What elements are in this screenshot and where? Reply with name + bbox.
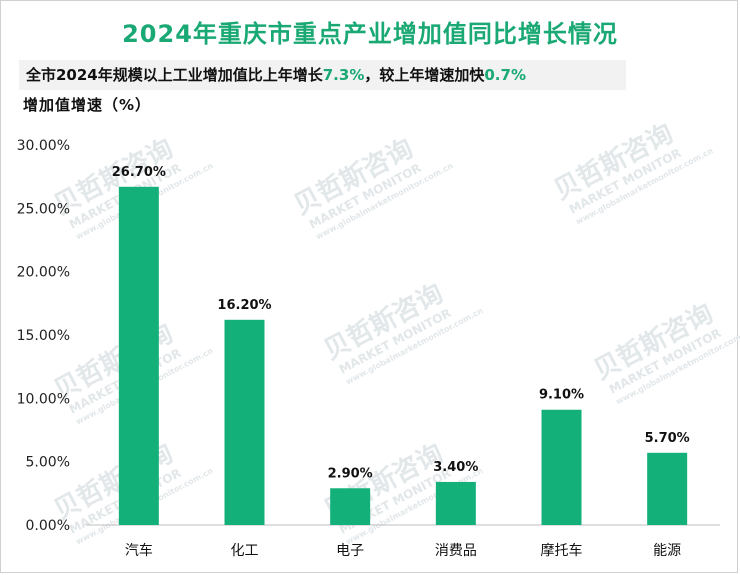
y-tick-label: 25.00% [17, 201, 70, 217]
y-axis-label: 增加值增速（%） [23, 96, 152, 114]
x-category-label: 摩托车 [541, 542, 583, 559]
chart-title: 2024年重庆市重点产业增加值同比增长情况 [122, 20, 618, 48]
y-axis-ticks: 0.00% 5.00% 10.00% 15.00% 20.00% 25.00% 30.00% [17, 138, 70, 534]
bars [118, 186, 688, 526]
bar [330, 488, 371, 525]
x-category-label: 汽车 [125, 542, 153, 559]
y-tick-label: 10.00% [17, 391, 70, 407]
summary-growth-value: 7.3% [322, 66, 365, 84]
bar-value-label: 3.40% [433, 460, 478, 475]
summary-acceleration-value: 0.7% [484, 66, 526, 84]
summary-middle: ，较上年增速加快 [364, 66, 485, 84]
bar-value-label: 2.90% [328, 466, 373, 481]
bar-value-label: 26.70% [112, 165, 166, 180]
summary-banner [19, 60, 626, 90]
bar [541, 409, 582, 525]
y-tick-label: 20.00% [17, 265, 70, 281]
bar [118, 186, 159, 526]
y-tick-label: 0.00% [26, 518, 70, 534]
x-category-label: 能源 [653, 543, 681, 559]
bar-value-label: 9.10% [539, 388, 584, 403]
summary-prefix: 全市2024年规模以上工业增加值比上年增长 [26, 66, 323, 84]
y-tick-label: 30.00% [17, 138, 70, 154]
bar [647, 452, 688, 525]
y-tick-label: 5.00% [26, 455, 70, 471]
x-axis-categories: 汽车 化工 电子 消费品 摩托车 能源 [125, 542, 681, 559]
y-tick-label: 15.00% [17, 328, 70, 344]
summary-text: 全市2024年规模以上工业增加值比上年增长7.3%，较上年增速加快0.7% [26, 64, 526, 85]
bar-value-label: 5.70% [645, 431, 690, 446]
x-category-label: 电子 [336, 543, 364, 559]
data-labels: 26.70% 16.20% 2.90% 3.40% 9.10% 5.70% [112, 165, 690, 481]
x-category-label: 化工 [231, 543, 259, 559]
bar-value-label: 16.20% [217, 298, 271, 313]
bar [435, 481, 476, 525]
x-category-label: 消费品 [435, 543, 477, 559]
bar [224, 319, 265, 525]
